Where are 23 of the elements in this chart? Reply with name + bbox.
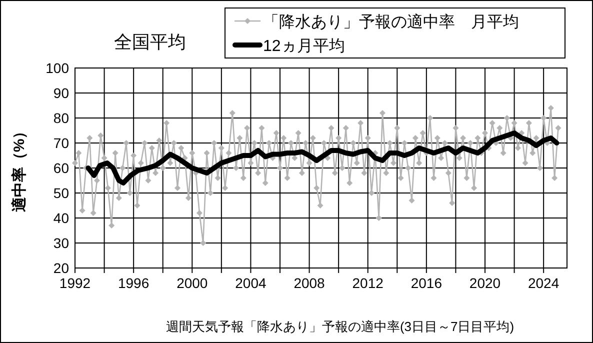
y-tick-label: 30 <box>53 235 70 251</box>
y-tick-label: 80 <box>53 110 70 126</box>
y-axis-title: 適中率（%） <box>10 124 28 214</box>
y-tick-label: 20 <box>53 260 70 276</box>
x-tick-label: 1992 <box>59 275 91 291</box>
x-tick-label: 2004 <box>235 275 266 291</box>
x-tick-label: 2020 <box>469 275 501 291</box>
legend-label: 「降水あり」予報の適中率 月平均 <box>263 13 519 31</box>
text: 週間天気予報「降水あり」予報の適中率(3日目～7日目平均) <box>166 319 514 334</box>
x-tick-label: 2024 <box>528 275 560 291</box>
x-tick-label: 2000 <box>176 275 208 291</box>
y-tick-label: 100 <box>46 60 70 76</box>
x-tick-label: 1996 <box>118 275 150 291</box>
y-tick-label: 90 <box>53 85 70 101</box>
x-tick-label: 2016 <box>410 275 442 291</box>
y-tick-label: 50 <box>53 185 70 201</box>
y-tick-label: 40 <box>53 210 70 226</box>
x-tick-label: 2012 <box>352 275 384 291</box>
legend-label: 12ヵ月平均 <box>263 38 345 55</box>
chart-title: 全国平均 <box>114 32 186 52</box>
x-tick-label: 2008 <box>294 275 326 291</box>
y-tick-label: 70 <box>53 135 70 151</box>
y-tick-label: 60 <box>53 160 70 176</box>
